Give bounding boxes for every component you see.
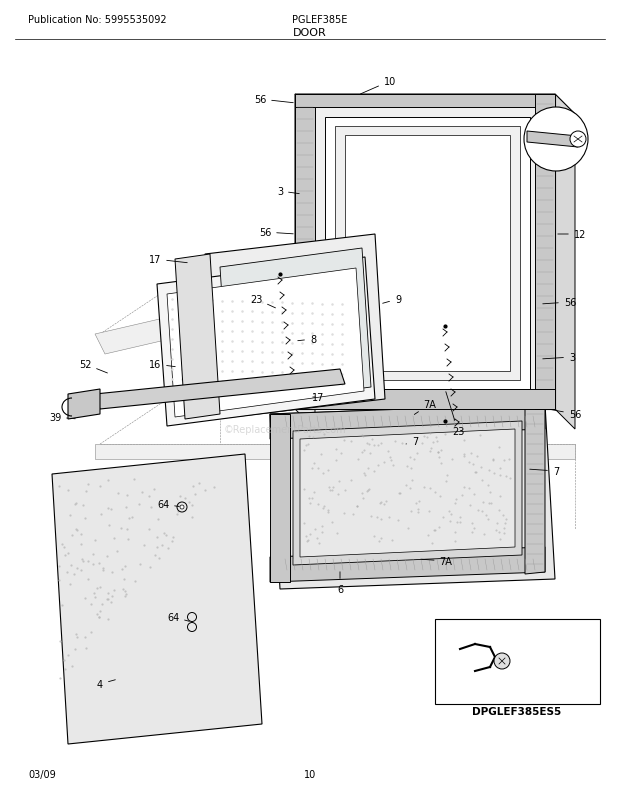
Polygon shape [527,132,578,148]
Text: 42: 42 [502,624,514,634]
Polygon shape [345,136,510,371]
Polygon shape [555,95,575,429]
Polygon shape [535,95,555,410]
Text: 7A: 7A [421,557,453,566]
Text: 03/09: 03/09 [28,769,56,779]
Text: 3: 3 [542,353,575,363]
Text: 6: 6 [337,572,343,594]
Polygon shape [95,370,345,410]
Text: 17: 17 [312,392,324,403]
Circle shape [180,505,184,509]
Text: 16: 16 [149,359,175,370]
Polygon shape [95,269,385,354]
Polygon shape [68,390,100,419]
Circle shape [570,132,586,148]
Text: 12: 12 [558,229,586,240]
Polygon shape [293,422,522,565]
Polygon shape [300,429,515,557]
Polygon shape [205,235,385,419]
Polygon shape [295,107,315,410]
Text: Publication No: 5995535092: Publication No: 5995535092 [28,15,167,25]
Polygon shape [295,95,315,429]
Polygon shape [270,415,290,582]
Polygon shape [335,127,520,380]
Circle shape [524,107,588,172]
Polygon shape [295,95,555,410]
Text: 3: 3 [277,187,299,196]
Polygon shape [295,390,555,410]
Text: 7: 7 [529,467,559,476]
Text: 64: 64 [167,612,189,622]
Text: DOOR: DOOR [293,28,327,38]
Text: 56: 56 [259,228,293,237]
Text: 10: 10 [361,77,396,95]
Polygon shape [325,118,530,390]
Text: 17: 17 [149,255,187,265]
Polygon shape [175,255,220,419]
Text: 39: 39 [49,412,75,423]
Text: 10: 10 [540,115,552,125]
Circle shape [494,653,510,669]
Text: ©ReplacementParts.com: ©ReplacementParts.com [224,424,347,435]
Polygon shape [52,455,262,744]
Polygon shape [167,269,364,418]
Text: 56: 56 [542,298,576,308]
Text: 52: 52 [79,359,107,374]
Text: 4: 4 [97,679,115,689]
Text: 56: 56 [254,95,293,105]
Text: 7A: 7A [414,399,436,415]
Text: PGLEF385E: PGLEF385E [292,15,348,25]
Polygon shape [95,444,575,460]
Polygon shape [295,95,575,115]
Polygon shape [220,249,371,407]
Polygon shape [270,404,545,439]
Text: 23: 23 [446,392,464,436]
Text: 23: 23 [250,294,275,309]
Text: DPGLEF385ES5: DPGLEF385ES5 [472,706,562,716]
Text: 56: 56 [551,410,581,419]
Polygon shape [525,404,545,574]
Polygon shape [295,95,555,107]
Text: 7: 7 [406,436,418,447]
Polygon shape [270,547,545,582]
Polygon shape [157,257,375,427]
Text: 9: 9 [383,294,401,305]
Text: 10: 10 [304,769,316,779]
Text: 64: 64 [157,500,179,509]
Polygon shape [270,404,555,589]
Polygon shape [435,619,600,704]
Text: 8: 8 [298,334,316,345]
